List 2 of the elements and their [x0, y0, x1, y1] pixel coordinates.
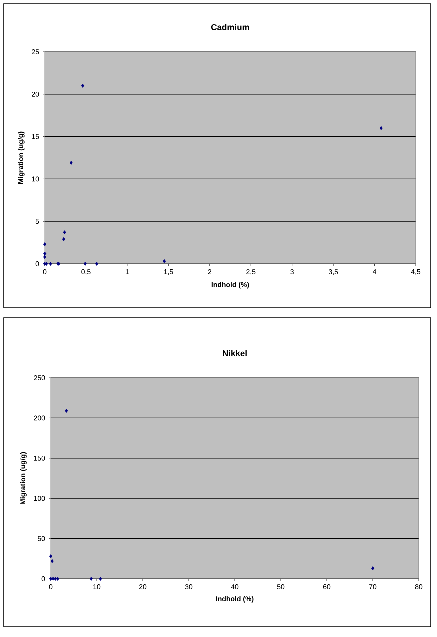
- chart-title: Cadmium: [211, 24, 250, 30]
- chart-title: Nikkel: [223, 350, 247, 356]
